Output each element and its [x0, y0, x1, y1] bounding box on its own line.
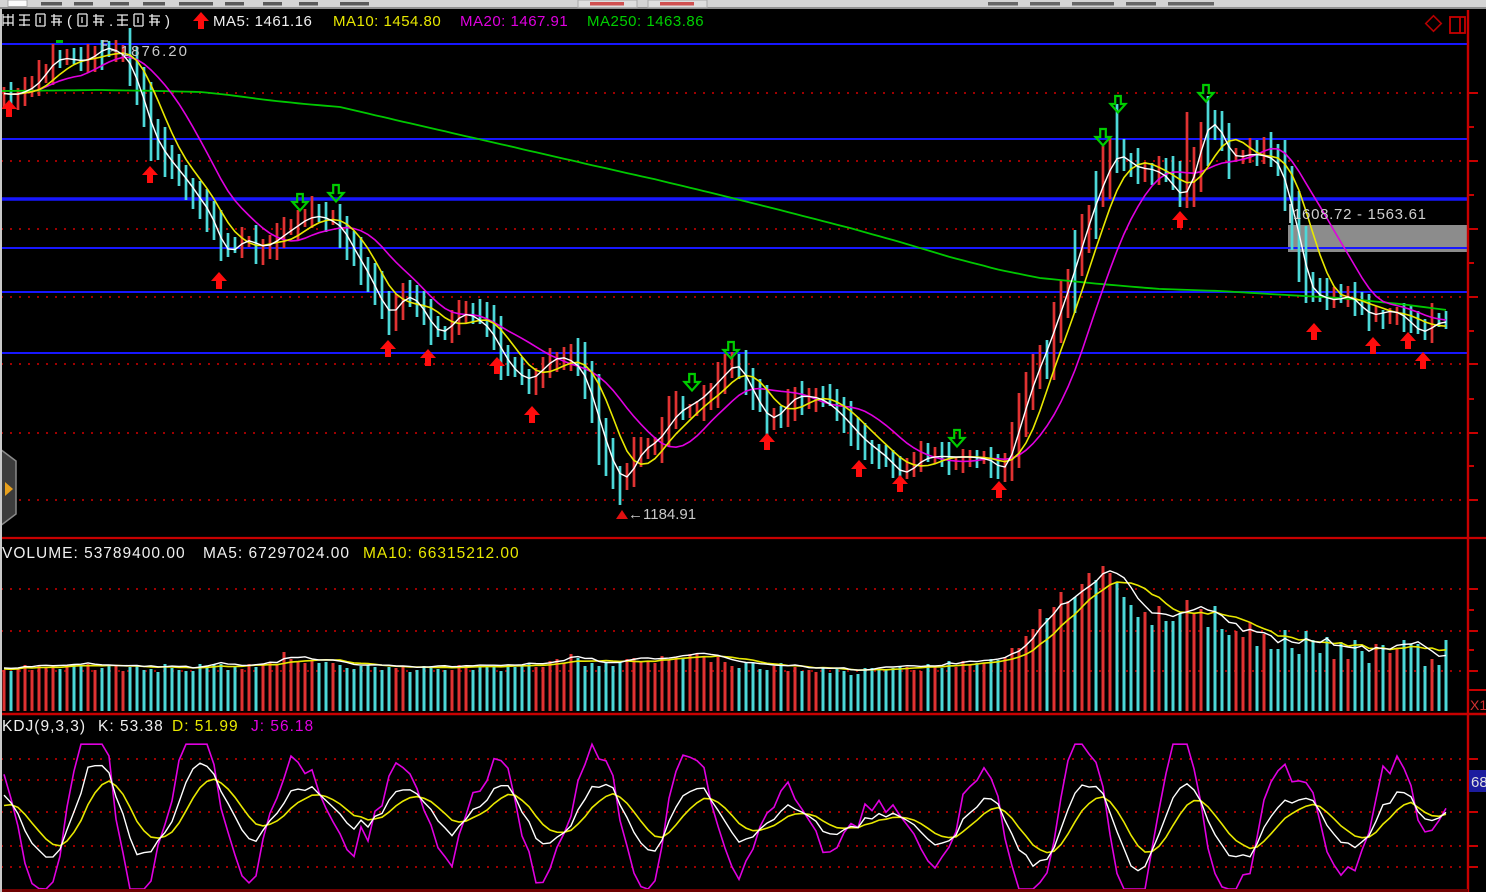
svg-text:MA10: 66315212.00: MA10: 66315212.00 — [363, 545, 520, 562]
svg-text:KDJ(9,3,3): KDJ(9,3,3) — [2, 718, 86, 735]
svg-text:K: 53.38: K: 53.38 — [98, 718, 164, 735]
svg-text:D: 51.99: D: 51.99 — [172, 718, 239, 735]
svg-text:X1: X1 — [1470, 697, 1486, 713]
svg-text:68: 68 — [1471, 774, 1486, 791]
svg-text:.: . — [109, 13, 113, 30]
svg-text:(: ( — [67, 13, 72, 30]
svg-text:VOLUME: 53789400.00: VOLUME: 53789400.00 — [2, 545, 186, 562]
svg-text:MA250: 1463.86: MA250: 1463.86 — [587, 13, 704, 30]
svg-text:1608.72 - 1563.61: 1608.72 - 1563.61 — [1293, 206, 1427, 223]
svg-text:): ) — [165, 13, 170, 30]
svg-text:J: 56.18: J: 56.18 — [251, 718, 314, 735]
svg-text:~1876.20: ~1876.20 — [110, 43, 189, 60]
svg-text:←1184.91: ←1184.91 — [628, 506, 696, 523]
svg-text:MA20: 1467.91: MA20: 1467.91 — [460, 13, 568, 30]
svg-text:MA5: 1461.16: MA5: 1461.16 — [213, 13, 312, 30]
svg-text:MA10: 1454.80: MA10: 1454.80 — [333, 13, 441, 30]
svg-text:MA5: 67297024.00: MA5: 67297024.00 — [203, 545, 350, 562]
